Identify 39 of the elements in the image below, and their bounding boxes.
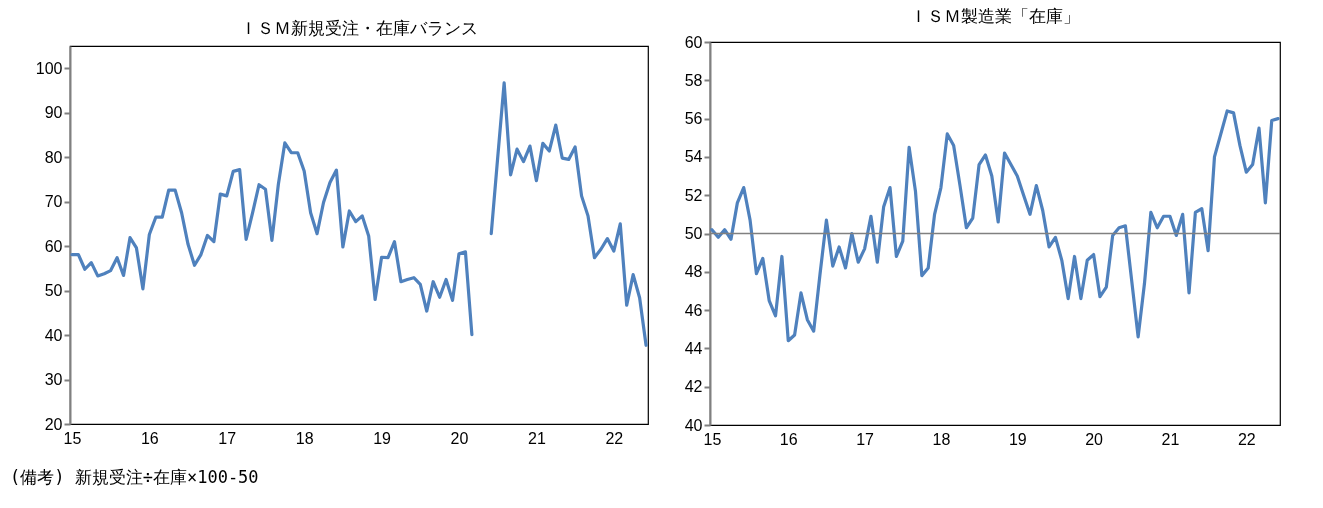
y-tick-label: 48	[684, 263, 703, 281]
x-tick-label: 15	[63, 429, 82, 447]
x-tick-label: 21	[528, 429, 546, 447]
text: (備考) 新規受注÷在庫×100-50	[10, 466, 260, 489]
y-tick-label: 40	[684, 416, 703, 434]
x-tick-label: 15	[703, 430, 722, 448]
y-tick-label: 60	[44, 237, 63, 255]
x-tick-label: 16	[140, 429, 159, 447]
x-tick-label: 19	[1008, 430, 1027, 448]
y-tick-label: 44	[684, 339, 703, 357]
y-tick-label: 80	[44, 148, 63, 166]
y-tick-label: 30	[44, 371, 63, 389]
y-tick-label: 52	[684, 186, 703, 204]
x-tick-label: 20	[450, 429, 469, 447]
y-tick-label: 50	[44, 282, 63, 300]
y-tick-label: 40	[44, 326, 63, 344]
y-tick-label: 70	[44, 193, 63, 211]
x-tick-label: 22	[605, 429, 624, 447]
x-tick-label: 16	[779, 430, 798, 448]
y-tick-label: 100	[35, 59, 63, 77]
y-tick-label: 90	[44, 104, 63, 122]
x-tick-label: 21	[1161, 430, 1180, 448]
y-tick-label: 50	[684, 225, 703, 242]
y-tick-label: 46	[684, 301, 703, 319]
x-tick-label: 22	[1237, 430, 1256, 448]
x-tick-label: 19	[373, 429, 392, 447]
y-tick-label: 58	[684, 71, 703, 89]
y-tick-label: 20	[44, 415, 63, 433]
x-tick-label: 18	[932, 430, 951, 448]
x-tick-label: 18	[295, 429, 314, 447]
x-tick-label: 20	[1085, 430, 1104, 448]
x-tick-label: 17	[856, 430, 875, 448]
chart-title: ＩＳＭ新規受注・在庫バランス	[240, 18, 478, 38]
y-tick-label: 42	[684, 378, 703, 396]
y-tick-label: 60	[684, 33, 703, 51]
x-tick-label: 17	[218, 429, 237, 447]
y-tick-label: 56	[684, 110, 703, 128]
chart-title: ＩＳＭ製造業「在庫」	[910, 6, 1080, 26]
y-tick-label: 54	[684, 148, 703, 166]
